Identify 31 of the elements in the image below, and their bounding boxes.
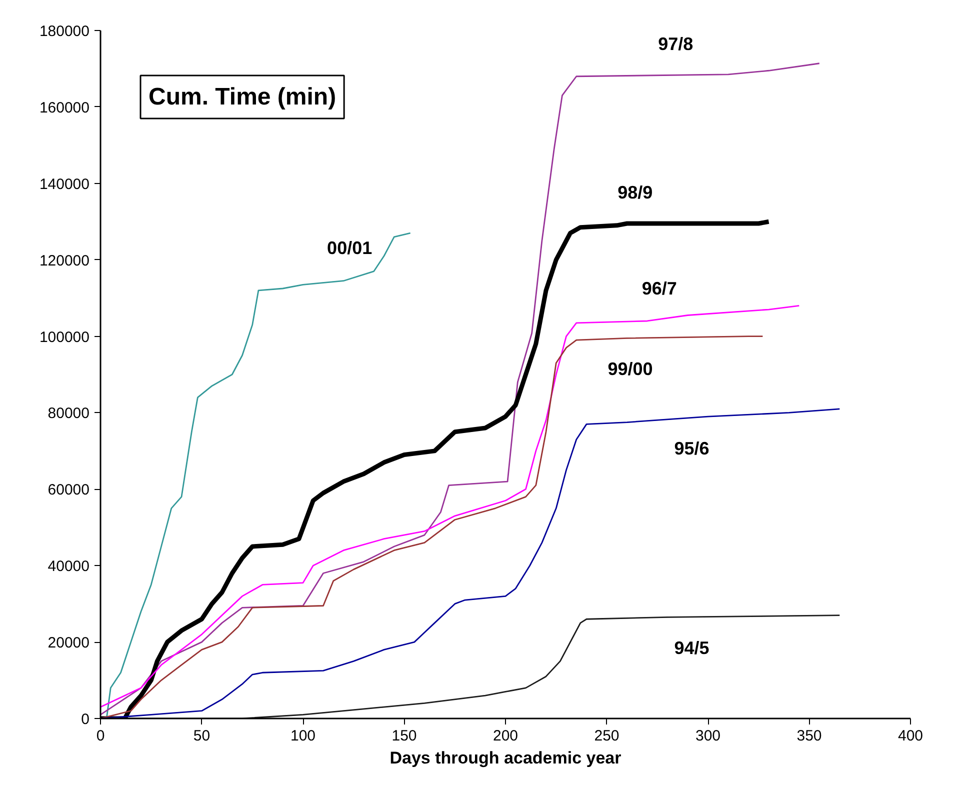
- series-label: 95/6: [674, 438, 710, 459]
- y-tick-label: 40000: [48, 558, 90, 576]
- series-label: 99/00: [608, 359, 653, 380]
- x-tick-label: 50: [193, 728, 210, 744]
- x-tick-label: 400: [898, 728, 924, 744]
- y-tick-label: 0: [81, 711, 90, 728]
- x-tick-label: 350: [796, 728, 822, 744]
- x-tick-label: 250: [594, 728, 620, 744]
- line-series: [100, 408, 840, 718]
- y-tick-label: 120000: [39, 252, 90, 270]
- series-label: 00/01: [327, 238, 372, 258]
- x-axis-title: Days through academic year: [390, 748, 622, 768]
- series-label: 98/9: [618, 182, 653, 203]
- line-series: [106, 232, 412, 718]
- y-tick-label: 60000: [48, 482, 90, 499]
- text: Cum. Time (min): [148, 84, 336, 110]
- x-tick-label: 100: [290, 728, 316, 744]
- y-tick-label: 20000: [48, 634, 90, 652]
- x-tick-label: 150: [392, 728, 417, 744]
- series-label: 94/5: [674, 638, 710, 658]
- series-label: 96/7: [642, 278, 677, 298]
- x-tick-label: 200: [492, 728, 518, 744]
- line-series: [100, 62, 820, 716]
- y-tick-label: 80000: [48, 405, 90, 422]
- x-tick-label: 300: [695, 728, 721, 744]
- x-tick-label: 0: [96, 728, 105, 744]
- y-tick-label: 160000: [39, 99, 90, 116]
- y-tick-label: 140000: [39, 176, 90, 193]
- y-tick-label: 180000: [39, 23, 90, 40]
- series-label: 97/8: [658, 34, 694, 54]
- y-tick-label: 100000: [39, 328, 90, 346]
